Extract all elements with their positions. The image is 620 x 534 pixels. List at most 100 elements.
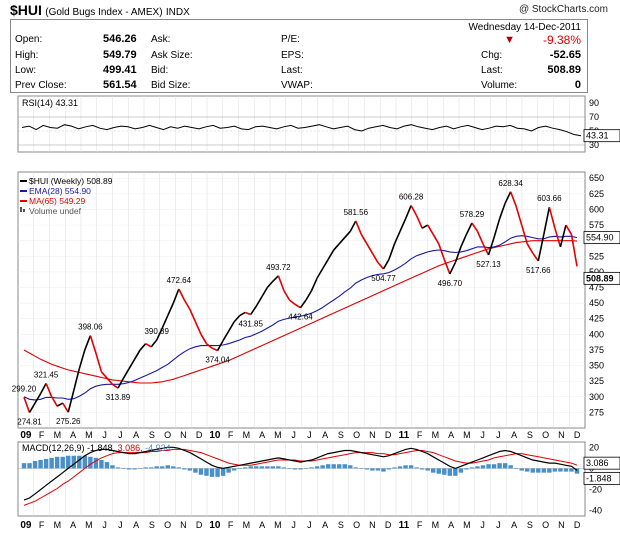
price-segment bbox=[355, 220, 363, 235]
macd-hist-bar bbox=[569, 468, 574, 472]
macd-hist-bar bbox=[248, 466, 253, 469]
price-tick-label: 375 bbox=[589, 345, 604, 355]
price-segment bbox=[515, 206, 523, 226]
macd-hist-bar bbox=[525, 468, 530, 472]
pe-label: P/E: bbox=[281, 34, 300, 45]
price-segment bbox=[460, 234, 468, 248]
price-segment bbox=[377, 262, 385, 270]
macd-month-label: J bbox=[496, 520, 501, 530]
macd-hist-bar bbox=[359, 468, 364, 469]
macd-month-label: 10 bbox=[209, 520, 221, 531]
macd-hist-bar bbox=[226, 468, 231, 473]
stockcharts-credit: @ StockCharts.com bbox=[518, 4, 608, 15]
chg-label: Chg: bbox=[481, 50, 503, 61]
price-segment bbox=[338, 237, 346, 245]
chart-header: $HUI (Gold Bugs Index - AMEX) INDX bbox=[10, 2, 190, 18]
macd-hist-bar bbox=[469, 467, 475, 469]
macd-hist-bar bbox=[558, 468, 563, 472]
macd-hist-bar bbox=[115, 467, 121, 469]
macd-month-label: D bbox=[385, 520, 392, 530]
last-price-label: Last: bbox=[481, 65, 503, 76]
price-tick-label: 475 bbox=[589, 283, 604, 293]
macd-tick-label: 20 bbox=[589, 442, 599, 452]
ema-last-tag-box bbox=[583, 231, 620, 245]
macd-hist-bar bbox=[486, 464, 491, 469]
macd-month-label: F bbox=[228, 520, 234, 530]
macd-month-label: 11 bbox=[399, 520, 410, 531]
chg-value: -52.65 bbox=[549, 49, 581, 61]
macd-month-label: A bbox=[133, 520, 139, 530]
macd-hist-bar bbox=[381, 468, 386, 472]
price-segment bbox=[294, 303, 301, 309]
macd-signal-tag-box bbox=[583, 456, 620, 470]
macd-hist-bar bbox=[464, 468, 469, 470]
macd-hist-bar bbox=[425, 468, 430, 471]
ema-last-tag: 554.90 bbox=[586, 233, 614, 243]
price-segment bbox=[410, 205, 418, 217]
rsi-tick-label: 70 bbox=[589, 112, 599, 122]
macd-hist-bar bbox=[242, 467, 248, 469]
macd-value-tag: -1.848 bbox=[586, 473, 612, 483]
macd-title: MACD(12,26,9) -1.848, 3.086, -4.934 bbox=[22, 443, 171, 453]
price-segment bbox=[316, 268, 324, 279]
price-month-label: D bbox=[196, 430, 203, 440]
price-month-label: A bbox=[259, 430, 265, 440]
macd-hist-bar bbox=[154, 466, 159, 469]
macd-hist-bar bbox=[54, 456, 60, 469]
macd-month-label: M bbox=[432, 520, 440, 530]
macd-hist-bar bbox=[143, 467, 148, 469]
macd-hist-bar bbox=[60, 456, 65, 469]
macd-hist-bar bbox=[574, 468, 580, 474]
macd-month-label: M bbox=[243, 520, 251, 530]
macd-hist-bar bbox=[541, 468, 547, 473]
bid-label: Bid: bbox=[151, 65, 169, 76]
price-segment bbox=[382, 259, 390, 270]
macd-month-label: D bbox=[196, 520, 203, 530]
price-segment bbox=[145, 343, 152, 348]
macd-hist-bar bbox=[364, 468, 370, 470]
price-tick-label: 500 bbox=[589, 267, 604, 277]
price-tick-label: 650 bbox=[589, 173, 604, 183]
price-month-label: A bbox=[133, 430, 139, 440]
volume-bar-icon bbox=[23, 209, 25, 212]
price-segment bbox=[67, 390, 75, 413]
price-segment bbox=[283, 290, 291, 301]
price-annotation: 517.66 bbox=[526, 266, 551, 275]
price-annotation: 578.29 bbox=[460, 210, 485, 219]
price-segment bbox=[172, 288, 180, 304]
price-tick-label: 625 bbox=[589, 189, 604, 199]
high-value: 549.79 bbox=[103, 49, 137, 61]
price-tick-label: 350 bbox=[589, 361, 604, 371]
macd-hist-bar bbox=[270, 466, 276, 469]
price-tick-label: 525 bbox=[589, 251, 604, 261]
macd-hist-bar bbox=[513, 468, 519, 469]
price-segment bbox=[393, 230, 401, 245]
price-segment bbox=[100, 371, 108, 379]
price-month-label: N bbox=[558, 430, 565, 440]
price-segment bbox=[548, 206, 556, 229]
price-segment bbox=[421, 224, 429, 229]
price-annotation: 321.45 bbox=[34, 370, 59, 379]
macd-hist-bar bbox=[386, 468, 392, 470]
last-label: Last: bbox=[281, 65, 303, 76]
price-segment bbox=[133, 349, 141, 360]
macd-hist-bar bbox=[536, 468, 541, 473]
macd-month-label: O bbox=[353, 520, 360, 530]
macd-value-tag-box bbox=[583, 471, 620, 485]
macd-month-label: A bbox=[322, 520, 328, 530]
price-annotation: 628.34 bbox=[498, 179, 523, 188]
macd-hist-bar bbox=[392, 467, 397, 469]
macd-hist-bar bbox=[320, 465, 325, 469]
price-tick-label: 425 bbox=[589, 314, 604, 324]
rsi-tick-label: 90 bbox=[589, 98, 599, 108]
macd-hist-bar bbox=[104, 462, 110, 469]
price-segment bbox=[404, 205, 412, 220]
price-segment bbox=[371, 252, 379, 263]
macd-hist-bar bbox=[43, 458, 49, 469]
price-month-label: 09 bbox=[20, 430, 32, 441]
macd-month-label: J bbox=[102, 520, 107, 530]
volume-label: Volume: bbox=[481, 80, 518, 91]
down-arrow-icon: ▼ bbox=[504, 34, 515, 46]
macd-hist-bar bbox=[497, 463, 502, 469]
price-annotation: 274.81 bbox=[17, 418, 42, 427]
